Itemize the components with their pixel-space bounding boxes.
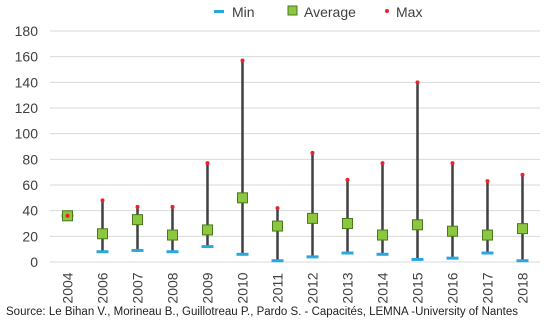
max-marker bbox=[415, 80, 420, 85]
average-marker bbox=[97, 228, 108, 240]
min-marker bbox=[516, 259, 529, 263]
min-marker bbox=[411, 257, 424, 261]
average-marker bbox=[517, 223, 528, 235]
min-marker bbox=[236, 252, 249, 256]
average-marker bbox=[377, 229, 388, 241]
max-marker bbox=[345, 177, 350, 182]
x-tick-label: 2006 bbox=[95, 272, 111, 303]
legend-average-label: Average bbox=[304, 4, 356, 20]
max-marker bbox=[520, 172, 525, 177]
x-tick-label: 2016 bbox=[445, 272, 461, 303]
average-marker bbox=[132, 214, 143, 226]
x-axis-ticks: 2004 2006 2007 2008 2009 2010 2011 2012 2013 2014… bbox=[60, 272, 531, 303]
source-note: Source: Le Bihan V., Morineau B., Guillo… bbox=[6, 306, 519, 318]
x-tick-label: 2014 bbox=[375, 272, 391, 303]
min-marker bbox=[341, 251, 354, 255]
min-marker bbox=[376, 252, 389, 256]
x-tick-label: 2017 bbox=[480, 272, 496, 303]
min-marker bbox=[96, 250, 109, 254]
max-marker bbox=[205, 161, 210, 166]
y-tick-label: 160 bbox=[15, 49, 39, 65]
legend-max-swatch bbox=[385, 9, 389, 13]
max-marker bbox=[65, 213, 70, 218]
average-marker bbox=[342, 218, 353, 229]
y-tick-label: 40 bbox=[22, 203, 38, 219]
x-tick-label: 2013 bbox=[340, 272, 356, 303]
legend-min-label: Min bbox=[232, 4, 255, 20]
y-axis-ticks: 0 20 40 60 80 100 120 140 160 180 bbox=[15, 23, 39, 270]
max-marker bbox=[310, 150, 315, 155]
min-marker bbox=[271, 259, 284, 263]
y-tick-label: 60 bbox=[22, 177, 38, 193]
average-marker bbox=[167, 229, 178, 241]
y-tick-label: 20 bbox=[22, 228, 38, 244]
max-marker bbox=[450, 161, 455, 166]
x-tick-label: 2008 bbox=[165, 272, 181, 303]
average-marker bbox=[307, 212, 318, 224]
average-marker bbox=[237, 192, 248, 204]
min-marker bbox=[201, 245, 214, 249]
data-marks bbox=[61, 58, 529, 263]
average-marker bbox=[202, 224, 213, 236]
y-tick-label: 0 bbox=[30, 254, 38, 270]
y-tick-label: 140 bbox=[15, 74, 39, 90]
legend: Min Average Max bbox=[214, 4, 422, 20]
x-tick-label: 2007 bbox=[130, 272, 146, 303]
gridlines bbox=[50, 30, 540, 263]
average-marker bbox=[412, 219, 423, 231]
min-marker bbox=[131, 248, 144, 252]
min-marker bbox=[446, 256, 459, 260]
x-tick-label: 2009 bbox=[200, 272, 216, 303]
min-marker bbox=[166, 250, 179, 254]
x-tick-label: 2018 bbox=[515, 272, 531, 303]
max-marker bbox=[100, 198, 105, 203]
max-marker bbox=[485, 179, 490, 184]
legend-min-swatch bbox=[214, 10, 224, 13]
y-tick-label: 120 bbox=[15, 100, 39, 116]
x-tick-label: 2015 bbox=[410, 272, 426, 303]
min-marker bbox=[306, 255, 319, 259]
max-marker bbox=[380, 161, 385, 166]
max-marker bbox=[170, 204, 175, 209]
y-tick-label: 180 bbox=[15, 23, 39, 39]
min-marker bbox=[481, 251, 494, 255]
x-tick-label: 2010 bbox=[235, 272, 251, 303]
x-tick-label: 2011 bbox=[270, 273, 286, 303]
y-tick-label: 100 bbox=[15, 126, 39, 142]
legend-max-label: Max bbox=[396, 4, 422, 20]
average-marker bbox=[272, 220, 283, 232]
y-tick-label: 80 bbox=[22, 151, 38, 167]
max-marker bbox=[240, 58, 245, 63]
average-marker bbox=[447, 225, 458, 237]
x-tick-label: 2004 bbox=[60, 272, 76, 303]
max-marker bbox=[135, 204, 140, 209]
x-tick-label: 2012 bbox=[305, 272, 321, 303]
legend-average-swatch bbox=[287, 5, 298, 16]
max-marker bbox=[275, 206, 280, 211]
average-marker bbox=[482, 229, 493, 241]
